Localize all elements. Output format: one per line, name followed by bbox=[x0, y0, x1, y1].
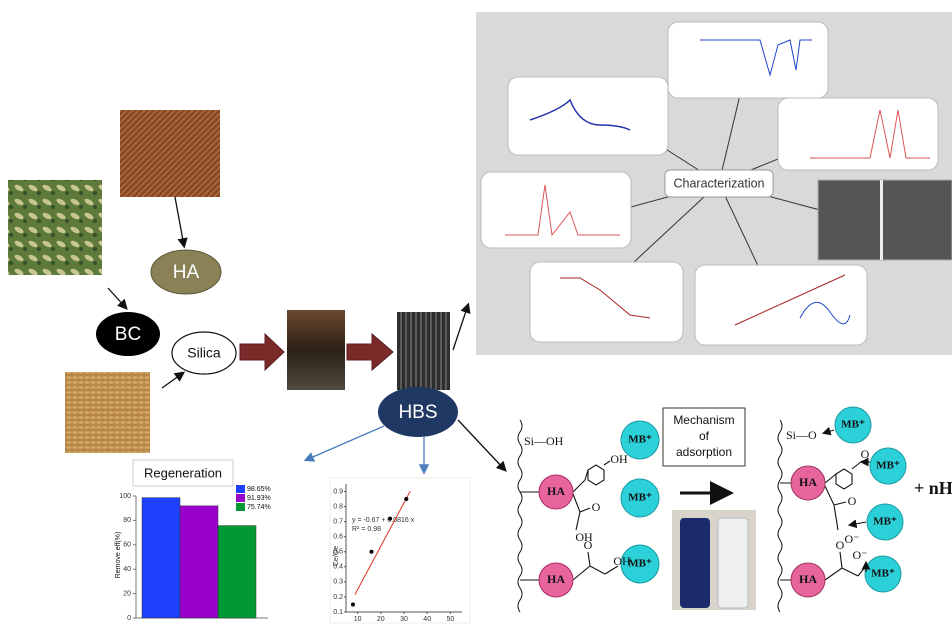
mechanism-label: HA bbox=[547, 572, 565, 586]
mechanism-label: MB⁺ bbox=[876, 460, 900, 472]
mechanism-label: OH bbox=[613, 554, 631, 568]
mechanism-label: HA bbox=[799, 572, 817, 586]
y-tick-label: 0.3 bbox=[333, 579, 343, 586]
humic-acid-photo bbox=[120, 110, 220, 197]
mechanism-label: O⁻ bbox=[845, 532, 860, 546]
mechanism-label: HA bbox=[799, 475, 817, 489]
node-label: Silica bbox=[187, 345, 221, 361]
arrow bbox=[458, 420, 505, 470]
y-tick-label: 0.5 bbox=[333, 549, 343, 556]
arrow bbox=[306, 426, 384, 460]
y-tick-label: 0.4 bbox=[333, 564, 343, 571]
mechanism-label: MB⁺ bbox=[628, 492, 652, 504]
chart-frame bbox=[330, 478, 470, 623]
plant-photo bbox=[8, 180, 102, 275]
mechanism-label: OH bbox=[610, 452, 628, 466]
mechanism-label: O bbox=[836, 538, 845, 552]
y-tick-label: 40 bbox=[123, 566, 131, 573]
y-tick-label: 0 bbox=[127, 615, 131, 622]
mechanism: Mechanism of adsorption bbox=[518, 407, 906, 612]
mechanism-label: MB⁺ bbox=[873, 516, 897, 528]
characterization-label: Characterization bbox=[673, 176, 764, 190]
y-axis-label: Remove eff(%) bbox=[115, 532, 122, 579]
rice-husk-photo bbox=[65, 372, 150, 453]
point bbox=[388, 517, 392, 521]
legend-swatch bbox=[236, 494, 245, 502]
mechanism-title: Mechanism bbox=[673, 413, 734, 427]
y-tick-label: 60 bbox=[123, 542, 131, 549]
x-tick-label: 40 bbox=[423, 616, 431, 623]
y-tick-label: 0.2 bbox=[333, 594, 343, 601]
y-tick-label: 100 bbox=[119, 493, 131, 500]
r-squared: R² = 0.98 bbox=[352, 526, 381, 533]
y-tick-label: 0.1 bbox=[333, 609, 343, 616]
surface bbox=[518, 420, 522, 612]
y-tick-label: 80 bbox=[123, 517, 131, 524]
chart-title: Regeneration bbox=[144, 465, 222, 480]
point bbox=[404, 497, 408, 501]
mechanism-label: MB⁺ bbox=[628, 434, 652, 446]
node-label: HBS bbox=[398, 402, 437, 423]
x-tick-label: 30 bbox=[400, 616, 408, 623]
surface bbox=[778, 420, 782, 612]
mechanism-title: adsorption bbox=[676, 445, 732, 459]
legend-label: 98.65% bbox=[247, 486, 271, 493]
point bbox=[370, 550, 374, 554]
graphical-abstract: HA BC Silica HBS Characterization Regene… bbox=[0, 0, 952, 628]
x-tick-label: 20 bbox=[377, 616, 385, 623]
mechanism-label: O⁻ bbox=[853, 548, 868, 562]
y-tick-label: 0.6 bbox=[333, 534, 343, 541]
mechanism-label: O bbox=[592, 500, 601, 514]
reactor-photo bbox=[287, 310, 345, 390]
x-tick-label: 10 bbox=[354, 616, 362, 623]
arrow bbox=[108, 288, 126, 308]
vial-after bbox=[718, 518, 748, 608]
isotherm-chart: y = -0.67 + 0.0816 x R² = 0.98 Ce/Qe 0.1… bbox=[330, 478, 470, 623]
mechanism-label: O bbox=[584, 538, 593, 552]
node-label: HA bbox=[173, 262, 200, 283]
mechanism-label: HA bbox=[547, 484, 565, 498]
y-tick-label: 20 bbox=[123, 590, 131, 597]
mechanism-label: O bbox=[848, 494, 857, 508]
vial-before bbox=[680, 518, 710, 608]
arrow bbox=[453, 305, 468, 350]
mechanism-title: of bbox=[699, 429, 710, 443]
bar bbox=[218, 526, 256, 618]
mechanism-label: O bbox=[861, 447, 870, 461]
mechanism-label: Si—OH bbox=[524, 434, 564, 448]
arrow bbox=[175, 197, 184, 246]
node-label: BC bbox=[115, 324, 141, 345]
hbs-photo bbox=[397, 312, 450, 390]
process-arrow bbox=[347, 334, 393, 370]
point bbox=[351, 602, 355, 606]
y-tick-label: 0.9 bbox=[333, 488, 343, 495]
mechanism-label: MB⁺ bbox=[841, 419, 865, 431]
bar bbox=[180, 506, 218, 618]
bar bbox=[142, 498, 180, 618]
mechanism-label: MB⁺ bbox=[871, 568, 895, 580]
regeneration-chart: Regeneration Remove eff(%) 0 20 40 60 80 100 9… bbox=[115, 460, 271, 622]
legend-swatch bbox=[236, 485, 245, 493]
product-label: + nH⁺ bbox=[914, 478, 952, 498]
mechanism-label: MB⁺ bbox=[628, 558, 652, 570]
y-tick-label: 0.7 bbox=[333, 518, 343, 525]
y-tick-label: 0.8 bbox=[333, 503, 343, 510]
process-arrow bbox=[240, 334, 284, 370]
x-tick-label: 50 bbox=[447, 616, 455, 623]
equation: y = -0.67 + 0.0816 x bbox=[352, 517, 415, 524]
legend-label: 91.93% bbox=[247, 495, 271, 502]
legend-swatch bbox=[236, 503, 245, 511]
arrow bbox=[162, 373, 183, 388]
legend-label: 75.74% bbox=[247, 504, 271, 511]
mechanism-label: Si—O bbox=[786, 428, 817, 442]
